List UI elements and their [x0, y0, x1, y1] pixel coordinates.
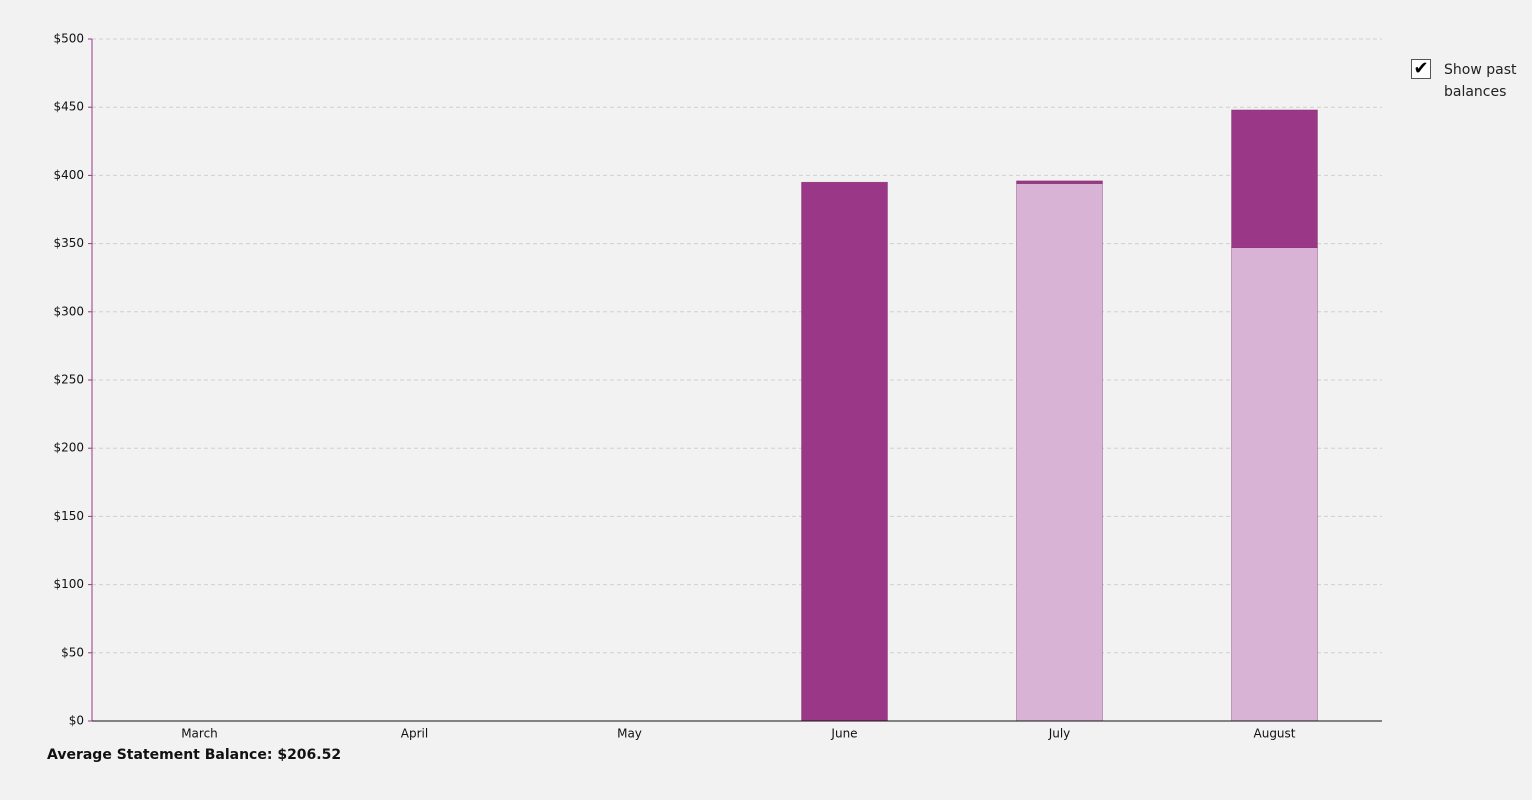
y-tick-label: $500 [53, 32, 84, 46]
bar-segment [1016, 180, 1103, 184]
y-tick-label: $0 [69, 714, 84, 728]
x-tick-label: March [181, 727, 218, 741]
bar-segment [1016, 183, 1103, 722]
y-tick-label: $100 [53, 577, 84, 591]
y-tick-label: $450 [53, 100, 84, 114]
y-tick-label: $250 [53, 373, 84, 387]
average-balance: Average Statement Balance: $206.52 [47, 747, 342, 763]
y-tick-label: $150 [53, 509, 84, 523]
checkbox-label[interactable]: Show past balances [1444, 62, 1517, 100]
y-tick-label: $400 [53, 168, 84, 182]
y-tick-label: $200 [53, 441, 84, 455]
bar-segment [1231, 109, 1318, 248]
past-balances-toggle[interactable]: ✔ Show past balances [1411, 59, 1524, 103]
bar-segment [1231, 247, 1318, 722]
x-tick-label: July [1048, 727, 1071, 741]
y-tick-label: $350 [53, 236, 84, 250]
y-tick-label: $50 [61, 645, 84, 659]
checkbox[interactable]: ✔ [1411, 59, 1431, 79]
y-tick-label: $300 [53, 304, 84, 318]
x-tick-label: May [617, 727, 642, 741]
bar-segment [801, 181, 888, 722]
x-tick-label: August [1254, 727, 1296, 741]
x-tick-label: June [830, 727, 857, 741]
x-tick-label: April [401, 727, 428, 741]
